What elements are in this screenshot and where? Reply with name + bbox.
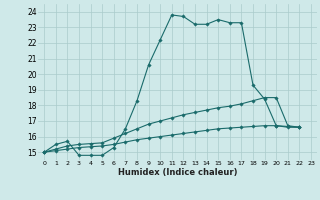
X-axis label: Humidex (Indice chaleur): Humidex (Indice chaleur) bbox=[118, 168, 237, 177]
